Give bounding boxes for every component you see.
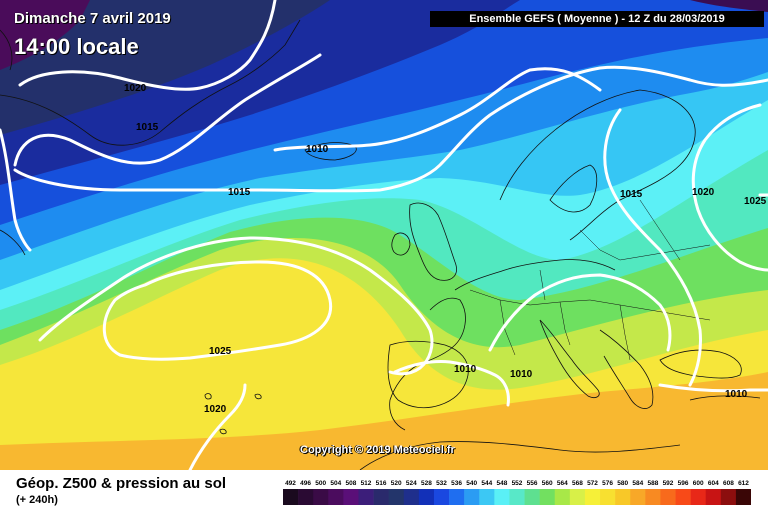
forecast-time: 14:00 locale	[14, 34, 139, 59]
coastlines	[0, 19, 761, 470]
scale-swatch	[705, 489, 722, 505]
isobar-1010-east	[658, 383, 768, 393]
scale-value: 544	[481, 480, 492, 487]
isobar-label: 1020	[204, 404, 227, 415]
scale-swatch	[328, 489, 344, 505]
scale-value: 592	[663, 480, 674, 487]
isobar-label: 1010	[725, 389, 748, 400]
scale-value: 560	[542, 480, 553, 487]
scale-value: 564	[557, 480, 568, 487]
scale-swatch	[539, 489, 556, 505]
scale-value: 608	[723, 480, 734, 487]
scale-value: 556	[527, 480, 538, 487]
scale-swatch	[358, 489, 374, 505]
scale-swatch	[735, 489, 751, 505]
isobar-label: 1010	[510, 369, 533, 380]
isobar-1010-north	[273, 67, 602, 152]
scale-swatch	[720, 489, 737, 505]
scale-swatch	[464, 489, 480, 505]
scale-swatch	[615, 489, 631, 505]
scale-value: 504	[330, 480, 341, 487]
scale-swatch	[313, 489, 329, 505]
scale-swatch	[343, 489, 359, 505]
isobar-1020-greenland	[18, 0, 277, 91]
isobar-label: 1025	[744, 196, 767, 207]
scale-swatch	[509, 489, 525, 505]
scale-value: 520	[391, 480, 402, 487]
copyright-notice: Copyright © 2019 Meteociel.fr	[300, 444, 455, 456]
color-scale: 492 496 500 504 508 512 516 520 524 528 532 536 540 5…	[283, 480, 751, 505]
scale-value: 580	[617, 480, 628, 487]
scale-value: 532	[436, 480, 447, 487]
scale-value: 540	[466, 480, 477, 487]
scale-value: 600	[693, 480, 704, 487]
scale-swatch	[298, 489, 314, 505]
isobars	[0, 0, 768, 470]
scale-value: 604	[708, 480, 719, 487]
scale-swatch	[403, 489, 420, 505]
scale-value: 500	[315, 480, 326, 487]
scale-value: 568	[572, 480, 583, 487]
scale-swatch	[690, 489, 707, 505]
scale-value: 524	[406, 480, 417, 487]
isobar-1025-atlantic	[102, 260, 333, 361]
scale-swatch	[494, 489, 510, 505]
scale-swatch	[418, 489, 435, 505]
isobar-label: 1010	[306, 144, 329, 155]
scale-swatch	[388, 489, 405, 505]
forecast-date: Dimanche 7 avril 2019	[14, 10, 171, 27]
band-navy	[0, 0, 330, 135]
legend-subtitle: (+ 240h)	[16, 494, 58, 506]
scale-value: 528	[421, 480, 432, 487]
isobar-label: 1020	[124, 83, 147, 94]
isobar-label: 1025	[209, 346, 232, 357]
scale-swatch	[660, 489, 676, 505]
scale-swatch	[554, 489, 571, 505]
scale-value: 576	[602, 480, 613, 487]
scale-value: 596	[678, 480, 689, 487]
scale-value: 492	[285, 480, 296, 487]
scale-swatch	[433, 489, 450, 505]
weather-map: 1020 1015 1010 1015 1015 1020 1025 1025 …	[0, 0, 768, 470]
isobar-label: 1010	[454, 364, 477, 375]
scale-value: 584	[632, 480, 643, 487]
isobar-label: 1015	[620, 189, 643, 200]
scale-value: 512	[361, 480, 372, 487]
isobar-1010-iberia	[393, 360, 510, 407]
scale-value: 496	[300, 480, 311, 487]
scale-swatch	[373, 489, 389, 505]
isobar-1020-east	[691, 103, 768, 272]
band-deep-purple-right	[690, 0, 768, 12]
isobar-1020-south	[188, 383, 247, 470]
scale-swatch	[630, 489, 646, 505]
isobar-1015-east	[603, 108, 702, 387]
scale-swatch	[479, 489, 495, 505]
scale-value: 536	[451, 480, 462, 487]
scale-swatch	[449, 489, 465, 505]
scale-value: 588	[647, 480, 658, 487]
scale-value: 508	[345, 480, 356, 487]
scale-swatch	[283, 489, 299, 505]
scale-value: 572	[587, 480, 598, 487]
scale-value: 548	[496, 480, 507, 487]
isobar-1015-greenland	[13, 53, 322, 167]
scale-swatch	[584, 489, 601, 505]
scale-value: 552	[512, 480, 523, 487]
isobar-1015-mid	[13, 65, 768, 193]
scale-swatch	[524, 489, 540, 505]
scale-value: 516	[376, 480, 387, 487]
legend-title: Géop. Z500 & pression au sol	[16, 475, 227, 492]
scale-swatch	[569, 489, 586, 505]
isobar-1015-west-loop	[0, 128, 32, 252]
scale-swatch	[645, 489, 661, 505]
scale-swatch	[675, 489, 691, 505]
isobar-1010-central	[488, 273, 672, 352]
scale-value: 612	[738, 480, 749, 487]
model-run-label: Ensemble GEFS ( Moyenne ) - 12 Z du 28/0…	[430, 11, 764, 27]
isobar-label: 1015	[228, 187, 251, 198]
isobar-label: 1020	[692, 187, 715, 198]
scale-swatch	[600, 489, 616, 505]
band-purple	[0, 0, 90, 70]
isobar-label: 1015	[136, 122, 159, 133]
